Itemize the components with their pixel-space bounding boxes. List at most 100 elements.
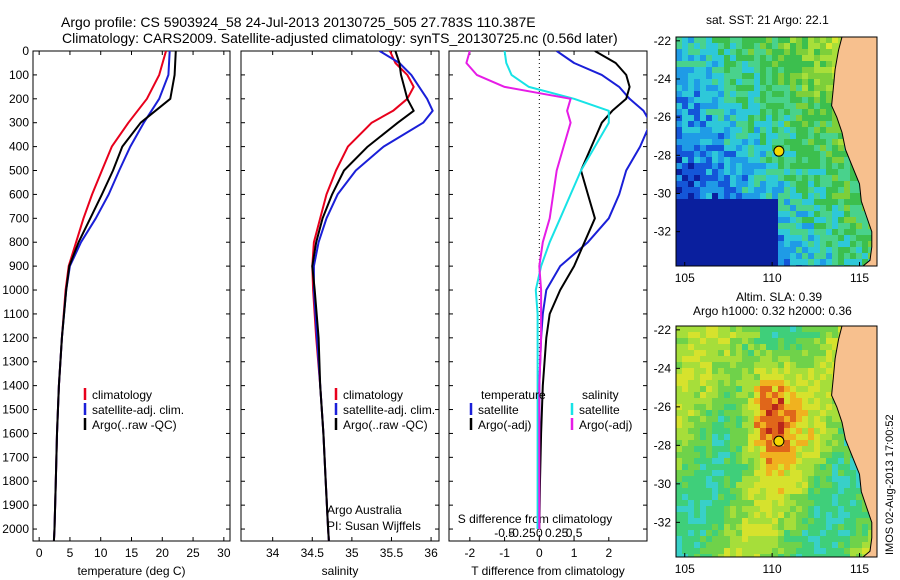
map-cell: [748, 85, 755, 92]
map-cell: [814, 91, 821, 98]
y-tick-label: 1700: [2, 450, 29, 464]
map-cell: [730, 181, 737, 188]
map-cell: [718, 374, 725, 381]
map-cell: [760, 103, 767, 110]
map-cell: [784, 458, 791, 465]
map-cell: [778, 79, 785, 86]
map-cell: [808, 67, 815, 74]
map-cell: [778, 338, 785, 345]
series-group: [52, 51, 177, 541]
map-cell: [796, 169, 803, 176]
map-cell: [754, 428, 761, 435]
map-cell: [778, 49, 785, 56]
map-cell: [844, 548, 851, 555]
map-cell: [724, 97, 731, 104]
map-cell: [676, 446, 683, 453]
map-cell: [682, 506, 689, 513]
map-cell: [808, 392, 815, 399]
map-cell: [724, 362, 731, 369]
map-cell: [790, 73, 797, 80]
map-cell: [742, 530, 749, 537]
map-cell: [736, 37, 743, 44]
map-cell: [676, 536, 683, 543]
y-tick-label: 300: [9, 116, 29, 130]
map-cell: [688, 374, 695, 381]
map-cell: [676, 512, 683, 519]
map-cell: [784, 169, 791, 176]
map-cell: [700, 175, 707, 182]
map-cell: [682, 79, 689, 86]
map-cell: [682, 434, 689, 441]
map-cell: [748, 536, 755, 543]
map-cell: [724, 494, 731, 501]
map-cell: [760, 368, 767, 375]
map-cell: [694, 187, 701, 194]
map-cell: [820, 109, 827, 116]
map-cell: [730, 356, 737, 363]
map-cell: [796, 530, 803, 537]
map-cell: [712, 470, 719, 477]
map-cell: [802, 368, 809, 375]
map-cell: [688, 512, 695, 519]
map-cell: [724, 350, 731, 357]
map-cell: [748, 410, 755, 417]
map-cell: [802, 536, 809, 543]
map-cell: [808, 380, 815, 387]
map-cell: [682, 440, 689, 447]
map-cell: [742, 386, 749, 393]
map-cell: [730, 73, 737, 80]
map-cell: [718, 79, 725, 86]
map-cell: [838, 548, 845, 555]
map-cell: [766, 109, 773, 116]
map-cell: [820, 422, 827, 429]
map-cell: [808, 458, 815, 465]
map-cell: [730, 464, 737, 471]
map-cell: [736, 151, 743, 158]
map-cell: [718, 247, 725, 254]
map-cell: [712, 380, 719, 387]
map-cell: [694, 530, 701, 537]
map-cell: [694, 392, 701, 399]
map-cell: [676, 524, 683, 531]
map-cell: [838, 494, 845, 501]
map-cell: [718, 109, 725, 116]
map-cell: [802, 181, 809, 188]
map-cell: [826, 241, 833, 248]
map-cell: [778, 332, 785, 339]
map-cell: [844, 554, 851, 557]
map-cell: [820, 476, 827, 483]
map-cell: [844, 181, 851, 188]
map-cell: [724, 530, 731, 537]
map-cell: [688, 488, 695, 495]
map-cell: [718, 115, 725, 122]
map-cell: [814, 428, 821, 435]
map-cell: [718, 211, 725, 218]
map-cell: [736, 518, 743, 525]
map-cell: [778, 488, 785, 495]
map-cell: [802, 37, 809, 44]
map-cell: [718, 536, 725, 543]
map-cell: [820, 79, 827, 86]
map-cell: [802, 157, 809, 164]
map-cell: [856, 476, 863, 483]
map-cell: [736, 344, 743, 351]
map-y-tick-label: -26: [654, 400, 672, 414]
map-cell: [790, 85, 797, 92]
map-cell: [790, 55, 797, 62]
map-cell: [700, 500, 707, 507]
map-cell: [826, 440, 833, 447]
map-cell: [772, 49, 779, 56]
map-cell: [682, 73, 689, 80]
figure-title-line2: Climatology: CARS2009. Satellite-adjuste…: [62, 30, 618, 46]
map-cell: [796, 121, 803, 128]
map-cell: [760, 422, 767, 429]
imos-timestamp: IMOS 02-Aug-2013 17:00:52: [884, 414, 896, 555]
map-cell: [724, 121, 731, 128]
sst-map-panel: 105 110 115-22-24-26-28-30-32: [654, 34, 878, 285]
map-cell: [796, 392, 803, 399]
map-cell: [736, 163, 743, 170]
map-cell: [676, 332, 683, 339]
map-cell: [688, 127, 695, 134]
map-cell: [772, 73, 779, 80]
map-cell: [682, 362, 689, 369]
